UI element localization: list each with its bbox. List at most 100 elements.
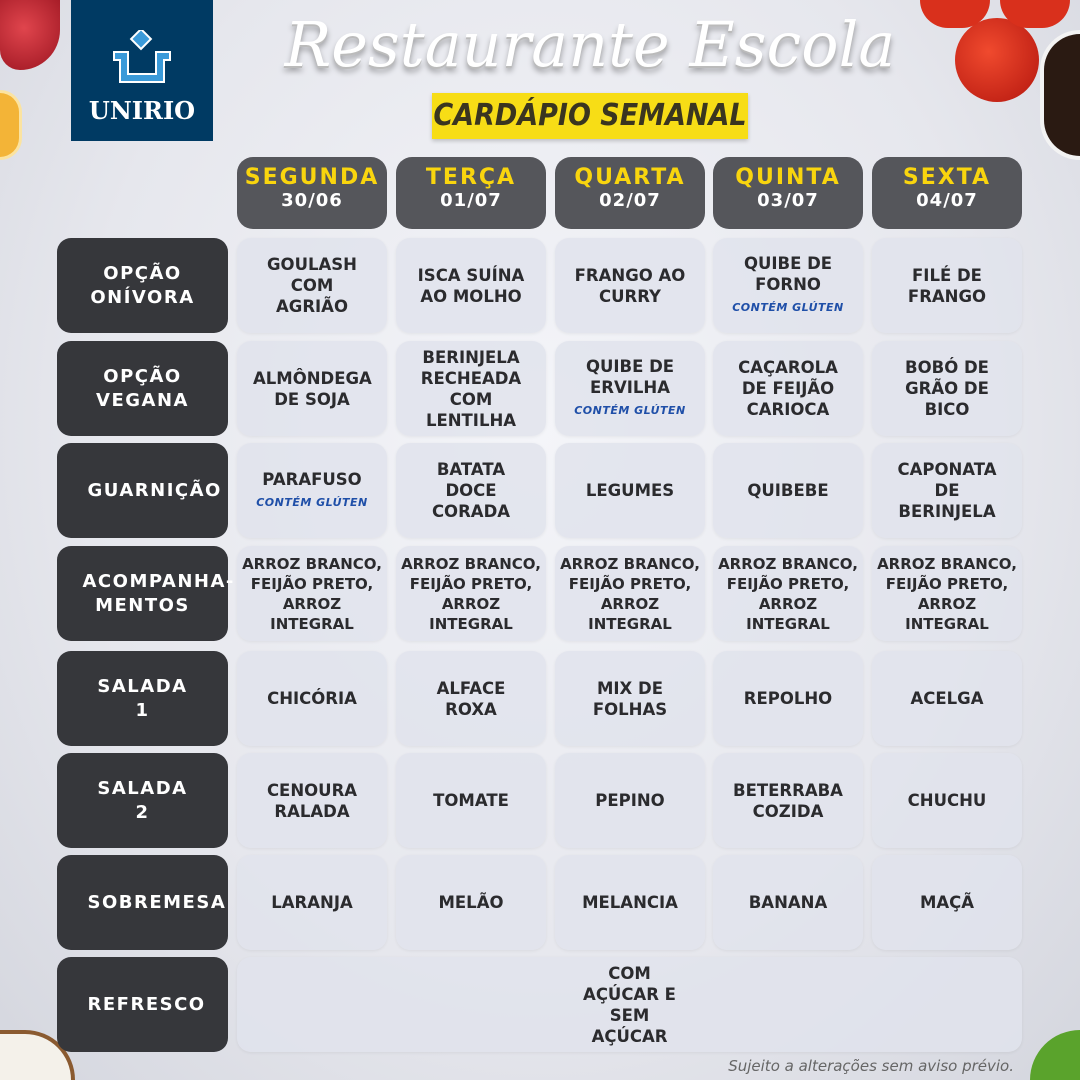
dish-name: COM AÇÚCAR E SEM AÇÚCAR xyxy=(583,963,676,1046)
menu-cell: COM AÇÚCAR E SEM AÇÚCAR xyxy=(237,957,1022,1052)
row-label-text: SOBREMESA xyxy=(87,891,227,913)
menu-cell: BOBÓ DE GRÃO DE BICO xyxy=(872,341,1022,436)
basil-image xyxy=(1030,1030,1080,1080)
menu-cell: CHUCHU xyxy=(872,753,1022,848)
unirio-emblem-icon xyxy=(113,27,171,83)
menu-cell: LEGUMES xyxy=(555,443,705,538)
apple-image xyxy=(0,0,60,70)
menu-cell: BERINJELA RECHEADA COM LENTILHA xyxy=(396,341,546,436)
menu-cell: ARROZ BRANCO, FEIJÃO PRETO, ARROZ INTEGR… xyxy=(872,546,1022,641)
dish-name: CHUCHU xyxy=(907,791,987,810)
dish-name: BANANA xyxy=(748,893,828,912)
tomato-image xyxy=(955,18,1039,102)
day-name: SEGUNDA xyxy=(244,165,380,190)
menu-cell: PARAFUSO CONTÉM GLÚTEN xyxy=(237,443,387,538)
menu-cell: QUIBE DE ERVILHA CONTÉM GLÚTEN xyxy=(555,341,705,436)
dish-name: ARROZ BRANCO, FEIJÃO PRETO, ARROZ INTEGR… xyxy=(560,554,700,633)
dish-name: ALMÔNDEGA DE SOJA xyxy=(253,368,372,409)
day-date: 04/07 xyxy=(916,190,978,211)
dish-name: QUIBEBE xyxy=(747,481,829,500)
logo-text: UNIRIO xyxy=(88,96,196,125)
dish-name: CENOURA RALADA xyxy=(266,780,358,821)
dish-name: MAÇÃ xyxy=(919,893,975,912)
dish-name: CAÇAROLA DE FEIJÃO CARIOCA xyxy=(738,358,838,419)
dish-name: LARANJA xyxy=(271,893,353,912)
dish-name: PEPINO xyxy=(595,791,665,810)
dish-name: MELANCIA xyxy=(582,893,678,912)
row-label-text: GUARNIÇÃO xyxy=(87,479,222,501)
day-header: QUARTA 02/07 xyxy=(555,157,705,229)
unirio-logo: UNIRIO xyxy=(71,0,213,141)
gluten-note: CONTÉM GLÚTEN xyxy=(574,404,686,417)
menu-cell: ALFACE ROXA xyxy=(396,651,546,746)
menu-cell: PEPINO xyxy=(555,753,705,848)
row-label: SALADA 1 xyxy=(57,651,228,746)
menu-cell: ARROZ BRANCO, FEIJÃO PRETO, ARROZ INTEGR… xyxy=(396,546,546,641)
menu-cell: MELANCIA xyxy=(555,855,705,950)
row-label: GUARNIÇÃO xyxy=(57,443,228,538)
row-label-text: SALADA 1 xyxy=(97,675,188,721)
day-header: TERÇA 01/07 xyxy=(396,157,546,229)
orange-slice-image xyxy=(0,90,22,160)
menu-cell: BETERRABA COZIDA xyxy=(713,753,863,848)
day-name: TERÇA xyxy=(425,165,517,190)
disclaimer: Sujeito a alterações sem aviso prévio. xyxy=(728,1057,1014,1075)
pepper-bowl-image xyxy=(1040,30,1080,160)
dish-name: BETERRABA COZIDA xyxy=(733,780,843,821)
menu-cell: ACELGA xyxy=(872,651,1022,746)
day-header: QUINTA 03/07 xyxy=(713,157,863,229)
day-header: SEXTA 04/07 xyxy=(872,157,1022,229)
menu-cell: MAÇÃ xyxy=(872,855,1022,950)
dish-name: ISCA SUÍNA AO MOLHO xyxy=(417,265,525,306)
dish-name: MIX DE FOLHAS xyxy=(592,678,668,719)
menu-cell: QUIBEBE xyxy=(713,443,863,538)
menu-cell: MIX DE FOLHAS xyxy=(555,651,705,746)
menu-cell: GOULASH COM AGRIÃO xyxy=(237,238,387,333)
menu-cell: QUIBE DE FORNO CONTÉM GLÚTEN xyxy=(713,238,863,333)
day-name: QUINTA xyxy=(735,165,841,190)
dish-name: QUIBE DE ERVILHA xyxy=(585,357,675,397)
row-label: REFRESCO xyxy=(57,957,228,1052)
row-label-text: REFRESCO xyxy=(87,993,206,1015)
dish-name: MELÃO xyxy=(438,893,504,912)
dish-name: ALFACE ROXA xyxy=(436,678,506,719)
menu-cell: MELÃO xyxy=(396,855,546,950)
dish-name: BOBÓ DE GRÃO DE BICO xyxy=(905,358,989,419)
gluten-note: CONTÉM GLÚTEN xyxy=(256,495,368,509)
day-name: QUARTA xyxy=(574,165,686,190)
menu-cell: LARANJA xyxy=(237,855,387,950)
dish-name: TOMATE xyxy=(433,791,509,810)
dish-name: BATATA DOCE CORADA xyxy=(431,460,511,521)
gluten-note: CONTÉM GLÚTEN xyxy=(732,301,844,314)
menu-cell: REPOLHO xyxy=(713,651,863,746)
day-date: 01/07 xyxy=(440,190,502,211)
dish-name: BERINJELA RECHEADA COM LENTILHA xyxy=(420,347,522,430)
row-label: ACOMPANHA-MENTOS xyxy=(57,546,233,641)
row-label-text: OPÇÃO VEGANA xyxy=(96,365,189,411)
dish-name: FRANGO AO CURRY xyxy=(574,265,686,306)
menu-cell: CAPONATA DE BERINJELA xyxy=(872,443,1022,538)
day-date: 30/06 xyxy=(281,190,343,211)
dish-name: ARROZ BRANCO, FEIJÃO PRETO, ARROZ INTEGR… xyxy=(718,554,858,633)
row-label-text: OPÇÃO ONÍVORA xyxy=(90,262,195,308)
row-label-text: SALADA 2 xyxy=(97,777,188,823)
menu-cell: CAÇAROLA DE FEIJÃO CARIOCA xyxy=(713,341,863,436)
menu-cell: ARROZ BRANCO, FEIJÃO PRETO, ARROZ INTEGR… xyxy=(237,546,387,641)
dish-name: GOULASH COM AGRIÃO xyxy=(267,255,357,316)
row-label: OPÇÃO ONÍVORA xyxy=(57,238,228,333)
dish-name: QUIBE DE FORNO xyxy=(743,254,833,294)
menu-cell: FRANGO AO CURRY xyxy=(555,238,705,333)
menu-cell: CHICÓRIA xyxy=(237,651,387,746)
dish-name: CAPONATA DE BERINJELA xyxy=(897,460,997,521)
menu-cell: ISCA SUÍNA AO MOLHO xyxy=(396,238,546,333)
day-date: 03/07 xyxy=(757,190,819,211)
dish-name: CHICÓRIA xyxy=(267,689,357,708)
menu-cell: TOMATE xyxy=(396,753,546,848)
row-label: OPÇÃO VEGANA xyxy=(57,341,228,436)
day-name: SEXTA xyxy=(902,165,992,190)
menu-cell: BANANA xyxy=(713,855,863,950)
row-label: SOBREMESA xyxy=(57,855,228,950)
menu-cell: BATATA DOCE CORADA xyxy=(396,443,546,538)
dish-name: PARAFUSO xyxy=(262,469,362,489)
dish-name: ACELGA xyxy=(910,689,984,708)
